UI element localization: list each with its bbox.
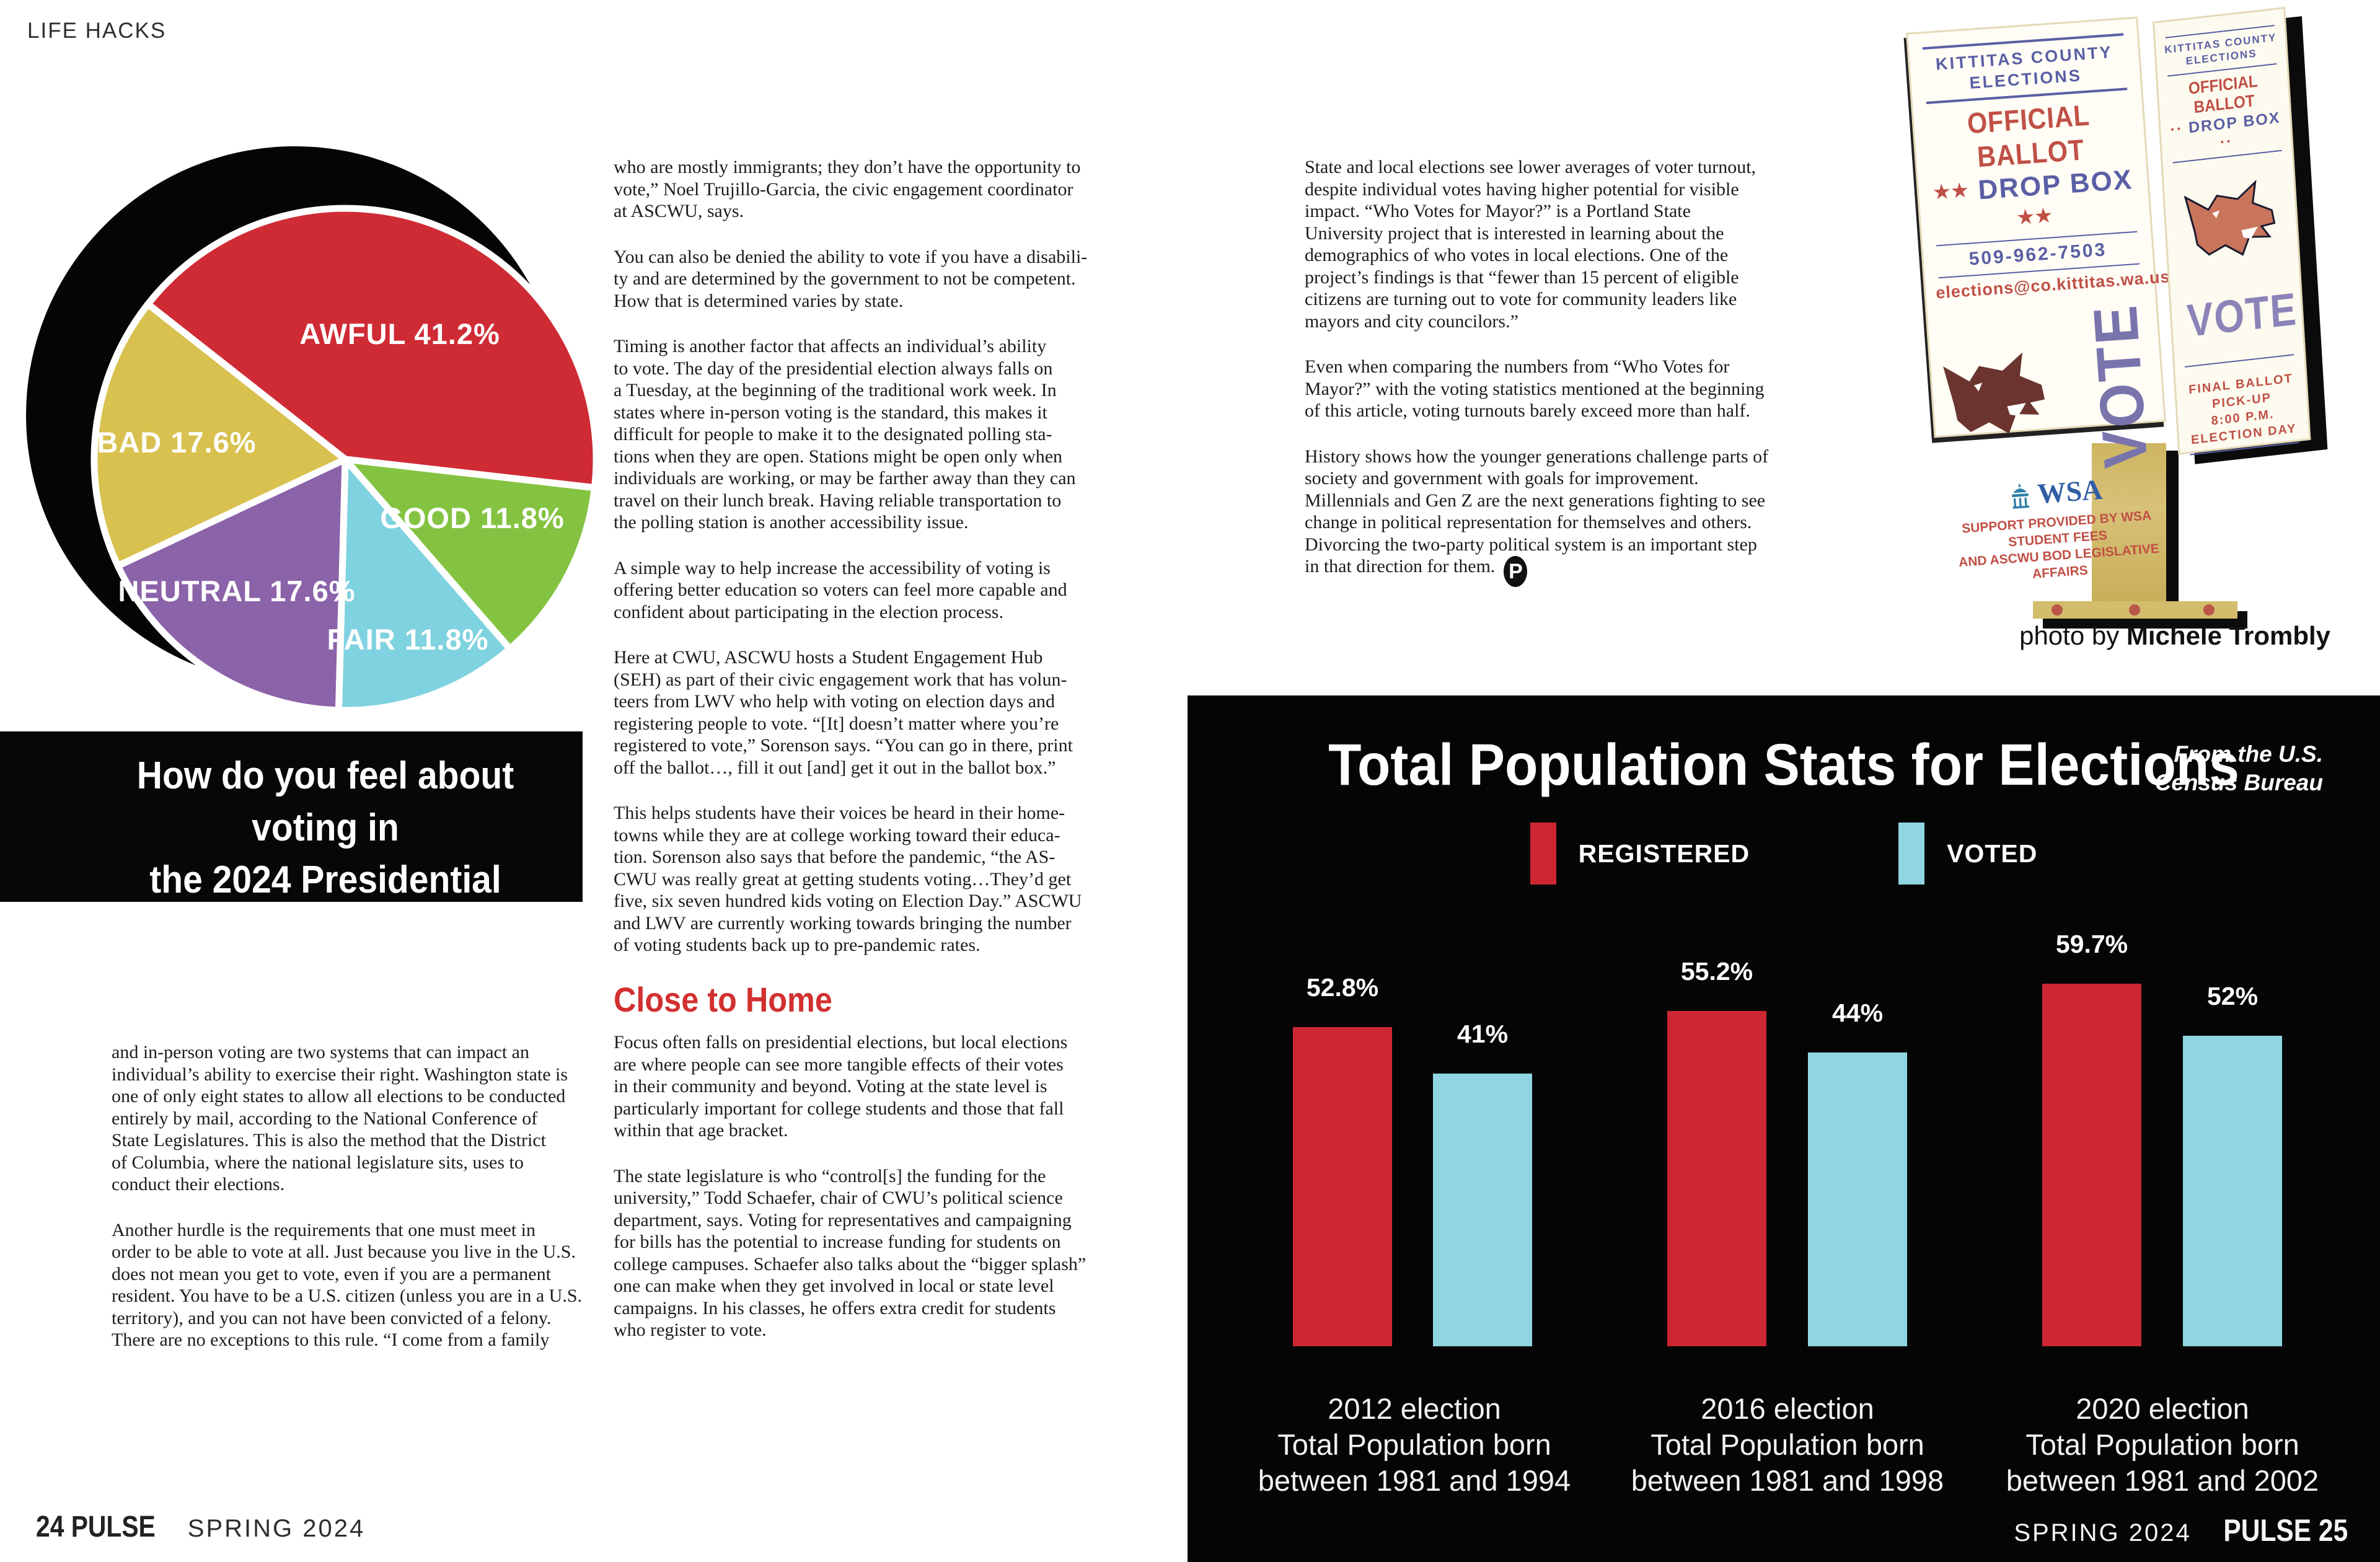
capitol-dome-icon [2012,482,2030,509]
poll-question-title: How do you feel about voting in the 2024… [136,754,514,953]
bar-voted-2012 [1433,1074,1532,1346]
paragraph: The state legislature is who “control[s]… [614,1165,1086,1341]
paragraph: Another hurdle is the requirements that … [112,1219,583,1351]
bar-value-registered-2016: 55.2% [1680,957,1753,986]
photo-credit: photo by Michele Trombly [2019,621,2330,651]
page-footer-left: 24 PULSE SPRING 2024 [36,1510,365,1544]
article-column-middle: who are mostly immigrants; they don’t ha… [614,138,1147,1360]
wsa-wordmark: WSA [2036,474,2104,510]
bar-voted-2016 [1808,1052,1907,1346]
paragraph: Timing is another factor that affects an… [614,336,1076,532]
bar-registered-2020 [2042,984,2141,1346]
registered-swatch [1530,823,1556,885]
bar-value-voted-2012: 41% [1457,1020,1509,1048]
pie-slice-fair [335,456,514,714]
stats-source: From the U.S. Census Bureau [2154,741,2323,795]
official-ballot-label: OFFICIAL BALLOT [1966,98,2091,174]
star-icon: ★★ [2016,205,2054,229]
footer-brand-page: 24 PULSE [36,1511,156,1543]
voted-swatch [1898,823,1925,885]
dot-ornament: ·· [2169,120,2184,139]
article-column-right: State and local elections see lower aver… [1305,138,1850,606]
wildcat-logo-icon [2183,179,2275,256]
bolt-icon [2052,604,2063,616]
section-heading-close-to-home: Close to Home [614,979,832,1019]
vote-vertical-text: VOTE [2080,301,2161,470]
footer-brand-page: PULSE 25 [2223,1513,2348,1548]
legend-item-voted: VOTED [1898,823,2037,885]
wsa-logo: WSA [1949,469,2160,516]
paragraph: Focus often falls on presidential electi… [614,1032,1068,1141]
poll-pie-chart: AWFUL 41.2% BAD 17.6% NEUTRAL 17.6% FAIR… [19,143,614,719]
paragraph: Even when comparing the numbers from “Wh… [1305,356,1765,421]
bar-value-registered-2020: 59.7% [2055,930,2128,958]
election-stats-panel: Total Population Stats for Elections Fro… [1188,695,2380,1562]
bar-caption-2012: 2012 election Total Population born betw… [1258,1392,1571,1497]
chart-legend: REGISTERED VOTED [1188,823,2380,885]
vote-text: VOTE [2185,283,2299,347]
front-panel-art-row: VOTE [1937,294,2161,487]
drop-box-county-label: KITTITAS COUNTY ELECTIONS [1935,42,2113,93]
paragraph: who are mostly immigrants; they don’t ha… [614,157,1081,221]
paragraph: and in-person voting are two systems tha… [112,1042,568,1194]
paragraph: A simple way to help increase the access… [614,557,1067,622]
dot-ornament: ·· [2219,132,2234,151]
footer-season: SPRING 2024 [187,1515,366,1542]
divider [2185,354,2294,368]
stats-title: Total Population Stats for Elections [1328,732,2239,798]
page-footer-right: SPRING 2024 PULSE 25 [2014,1512,2348,1548]
legend-label: REGISTERED [1578,839,1750,868]
paragraph-text: History shows how the younger generation… [1305,446,1769,577]
drop-box-front-panel: KITTITAS COUNTY ELECTIONS OFFICIAL BALLO… [1906,16,2171,581]
paragraph: Here at CWU, ASCWU hosts a Student Engag… [614,647,1073,778]
legend-label: VOTED [1947,839,2038,868]
drop-box-label: ★★ DROP BOX ★★ [1928,164,2140,240]
bar-caption-2020: 2020 election Total Population born betw… [2006,1392,2319,1497]
bolt-icon [2203,604,2215,616]
star-icon: ★★ [1933,180,1970,203]
pie-label-bad: BAD 17.6% [97,426,256,459]
section-kicker: LIFE HACKS [27,19,167,43]
pie-label-neutral: NEUTRAL 17.6% [118,575,355,607]
article-column-left: and in-person voting are two systems tha… [112,1023,626,1370]
pie-label-good: GOOD 11.8% [380,501,564,534]
final-ballot-pickup-text: FINAL BALLOT PICK-UP 8:00 P.M. ELECTION … [2188,371,2298,448]
bar-value-registered-2012: 52.8% [1306,973,1379,1002]
paragraph: History shows how the younger generation… [1305,446,1850,587]
paragraph: You can also be denied the ability to vo… [614,246,1088,311]
pie-slice-awful [144,205,600,492]
legend-item-registered: REGISTERED [1530,823,1750,885]
paragraph: This helps students have their voices be… [614,803,1082,955]
wildcat-logo-icon [1943,352,2045,434]
bar-caption-2016: 2016 election Total Population born betw… [1631,1392,1944,1497]
pie-slice-bad [90,301,349,570]
pie-slice-good [342,456,598,653]
footer-season: SPRING 2024 [2014,1519,2192,1547]
bar-voted-2020 [2183,1036,2282,1346]
elections-phone: 509-962-7503 [1968,239,2108,270]
pie-label-awful: AWFUL 41.2% [299,317,500,350]
photo-credit-prefix: photo by [2019,621,2127,650]
photo-credit-name: Michele Trombly [2126,621,2330,650]
pie-slice-neutral [114,456,349,714]
article-end-mark: P [1504,556,1528,587]
bar-value-voted-2020: 52% [2206,982,2259,1010]
poll-question-box: How do you feel about voting in the 2024… [0,731,583,997]
drop-box-side-panel: KITTITAS COUNTY ELECTIONS OFFICIAL BALLO… [2153,7,2311,456]
poll-question-subtitle: Out of 17 respondents to a PULSE Poll [126,971,549,997]
pie-label-fair: FAIR 11.8% [327,623,489,656]
bar-registered-2016 [1667,1011,1766,1346]
ballot-drop-box-photo: KITTITAS COUNTY ELECTIONS OFFICIAL BALLO… [1906,7,2327,642]
bar-value-voted-2016: 44% [1831,999,1884,1027]
pie-svg: AWFUL 41.2% BAD 17.6% NEUTRAL 17.6% FAIR… [26,146,600,714]
drop-box-post [2092,443,2166,604]
paragraph: State and local elections see lower aver… [1305,157,1756,332]
bolt-icon [2129,604,2140,616]
bar-registered-2012 [1293,1027,1392,1346]
